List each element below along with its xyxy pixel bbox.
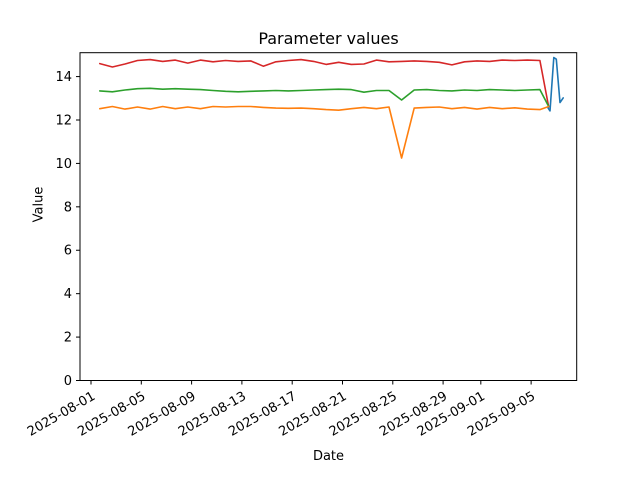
plot-border [79,52,578,381]
red-series-line [99,58,550,108]
orange-series-line [99,105,550,159]
chart-title: Parameter values [258,29,399,48]
x-axis-label: Date [312,449,345,464]
y-tick-label: 10 [55,157,72,172]
y-tick-label: 4 [64,287,72,302]
y-tick-label: 0 [64,374,72,389]
y-tick-label: 8 [64,200,72,215]
green-series-line [99,87,550,108]
blue-series-line [547,56,565,112]
y-tick-label: 6 [64,244,72,259]
y-tick-label: 12 [55,113,72,128]
y-tick-label: 2 [64,331,72,346]
y-tick-label: 14 [55,70,72,85]
